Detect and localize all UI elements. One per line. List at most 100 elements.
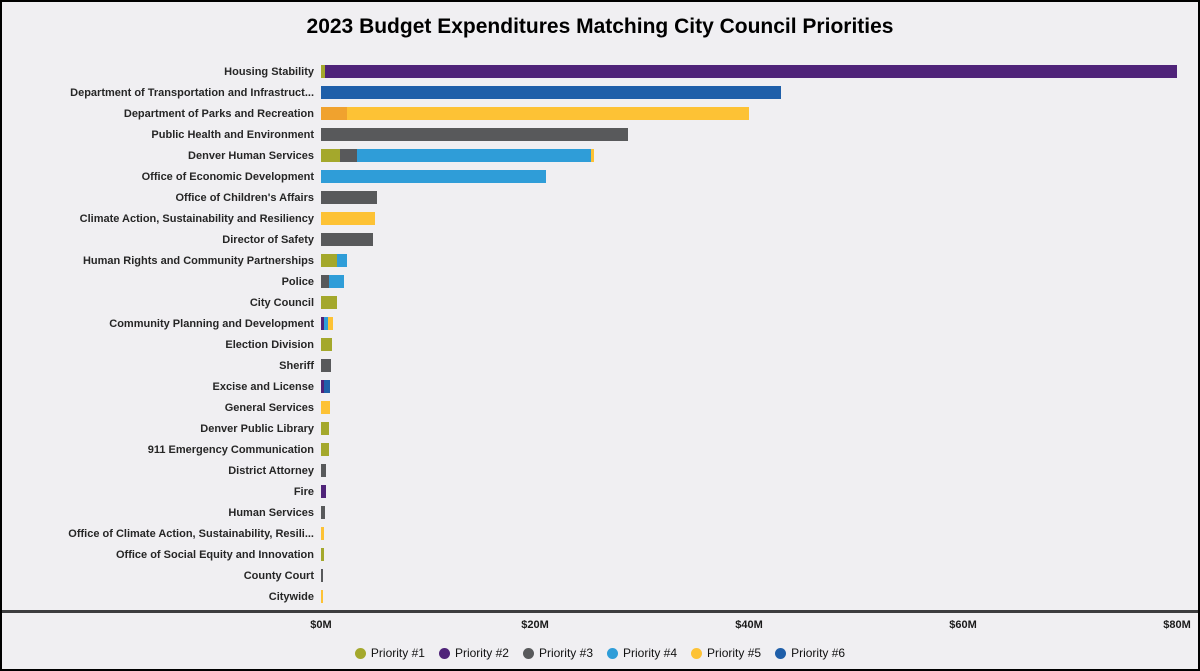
x-axis-tick-label: $0M xyxy=(310,619,332,631)
legend-label: Priority #2 xyxy=(454,646,509,660)
bar-track xyxy=(321,422,329,435)
bar-segment[interactable] xyxy=(346,107,749,120)
legend-color-dot-icon xyxy=(354,647,366,659)
category-label: Climate Action, Sustainability and Resil… xyxy=(79,212,314,225)
bar-segment[interactable] xyxy=(321,170,546,183)
category-label: City Council xyxy=(249,296,314,309)
bar-row: Office of Climate Action, Sustainability… xyxy=(2,523,1198,544)
bar-segment[interactable] xyxy=(321,317,325,330)
bar-row: Police xyxy=(2,271,1198,292)
bar-segment[interactable] xyxy=(321,275,329,288)
bar-segment[interactable] xyxy=(321,128,629,141)
bar-row: Housing Stability xyxy=(2,61,1198,82)
bar-segment[interactable] xyxy=(321,359,331,372)
bar-row: Human Rights and Community Partnerships xyxy=(2,250,1198,271)
category-label: Office of Children's Affairs xyxy=(175,191,314,204)
bar-segment[interactable] xyxy=(321,590,324,603)
bar-segment[interactable] xyxy=(321,338,332,351)
bar-segment[interactable] xyxy=(321,212,375,225)
bar-rows-container: Housing Stability Department of Transport… xyxy=(2,61,1198,607)
x-axis-tick-label: $20M xyxy=(521,619,549,631)
bar-segment[interactable] xyxy=(321,422,329,435)
legend-item[interactable]: Priority #5 xyxy=(691,646,761,660)
bar-segment[interactable] xyxy=(321,464,327,477)
bar-segment[interactable] xyxy=(324,317,329,330)
legend-item[interactable]: Priority #1 xyxy=(354,646,425,660)
x-axis-ticks: $0M $20M $40M $60M $80M xyxy=(2,619,1198,635)
category-label: Police xyxy=(281,275,314,288)
bar-row: Office of Social Equity and Innovation xyxy=(2,544,1198,565)
bar-segment[interactable] xyxy=(328,317,333,330)
bar-track xyxy=(321,548,325,561)
bar-segment[interactable] xyxy=(337,254,347,267)
category-label: Department of Transportation and Infrast… xyxy=(70,86,314,99)
bar-segment[interactable] xyxy=(321,527,325,540)
bar-segment[interactable] xyxy=(321,380,325,393)
bar-track xyxy=(321,464,327,477)
category-label: Denver Human Services xyxy=(188,149,314,162)
category-label: District Attorney xyxy=(228,464,314,477)
category-label: 911 Emergency Communication xyxy=(147,443,314,456)
legend-color-dot-icon xyxy=(607,647,618,659)
bar-segment[interactable] xyxy=(321,233,374,246)
x-axis-line xyxy=(2,610,1198,613)
bar-segment[interactable] xyxy=(321,107,347,120)
bar-track xyxy=(321,170,546,183)
category-label: Excise and License xyxy=(212,380,315,393)
legend-color-dot-icon xyxy=(522,647,534,659)
category-label: Human Services xyxy=(228,506,314,519)
bar-segment[interactable] xyxy=(357,149,591,162)
chart-title: 2023 Budget Expenditures Matching City C… xyxy=(306,15,894,38)
category-label: Public Health and Environment xyxy=(151,128,314,141)
bar-row: Community Planning and Development xyxy=(2,313,1198,334)
legend-item[interactable]: Priority #6 xyxy=(775,646,845,660)
bar-track xyxy=(321,296,338,309)
legend-label: Priority #1 xyxy=(370,646,425,660)
bar-track xyxy=(321,86,782,99)
bar-row: Office of Economic Development xyxy=(2,166,1198,187)
bar-segment[interactable] xyxy=(325,65,1177,78)
bar-segment[interactable] xyxy=(321,569,324,582)
bar-segment[interactable] xyxy=(590,149,594,162)
bar-track xyxy=(321,191,377,204)
bar-row: Denver Public Library xyxy=(2,418,1198,439)
bar-track xyxy=(321,338,332,351)
bar-segment[interactable] xyxy=(321,191,377,204)
legend-label: Priority #6 xyxy=(791,646,846,660)
category-label: Community Planning and Development xyxy=(109,317,314,330)
category-label: Office of Climate Action, Sustainability… xyxy=(68,527,314,540)
bar-row: Office of Children's Affairs xyxy=(2,187,1198,208)
bar-track xyxy=(321,65,1177,78)
bar-segment[interactable] xyxy=(321,296,338,309)
category-label: Office of Social Equity and Innovation xyxy=(115,548,314,561)
category-label: Citywide xyxy=(268,590,314,603)
bar-segment[interactable] xyxy=(321,485,327,498)
bar-row: Election Division xyxy=(2,334,1198,355)
bar-segment[interactable] xyxy=(321,65,326,78)
legend-item[interactable]: Priority #2 xyxy=(438,646,509,660)
bar-segment[interactable] xyxy=(324,380,330,393)
bar-segment[interactable] xyxy=(321,86,782,99)
category-label: Denver Public Library xyxy=(200,422,314,435)
bar-track xyxy=(321,275,344,288)
bar-segment[interactable] xyxy=(321,506,326,519)
bar-segment[interactable] xyxy=(321,149,341,162)
bar-segment[interactable] xyxy=(321,443,329,456)
bar-track xyxy=(321,254,347,267)
legend-item[interactable]: Priority #3 xyxy=(522,646,593,660)
bar-segment[interactable] xyxy=(321,254,338,267)
category-label: Housing Stability xyxy=(224,65,314,78)
bar-track xyxy=(321,128,629,141)
x-axis-tick-label: $60M xyxy=(949,619,977,631)
bar-row: Denver Human Services xyxy=(2,145,1198,166)
bar-segment[interactable] xyxy=(328,275,344,288)
bar-segment[interactable] xyxy=(321,548,325,561)
bar-segment[interactable] xyxy=(340,149,358,162)
bar-row: 911 Emergency Communication xyxy=(2,439,1198,460)
bar-row: Climate Action, Sustainability and Resil… xyxy=(2,208,1198,229)
legend-item[interactable]: Priority #4 xyxy=(607,646,677,660)
bar-segment[interactable] xyxy=(321,401,330,414)
bar-track xyxy=(321,506,326,519)
category-label: General Services xyxy=(224,401,314,414)
x-axis-tick-label: $40M xyxy=(735,619,763,631)
